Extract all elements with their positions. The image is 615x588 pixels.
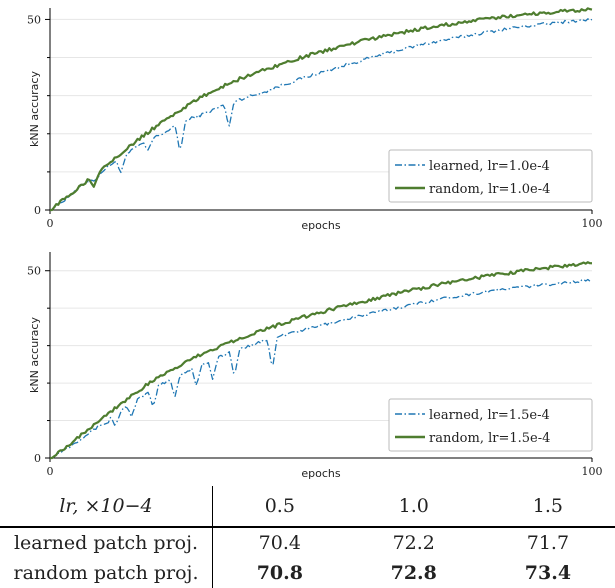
legend-label-random: random, lr=1.5e-4 <box>429 431 550 446</box>
table-col-header: 0.5 <box>212 486 347 528</box>
results-table: lr, ×10−4 0.5 1.0 1.5 learned patch proj… <box>0 486 615 588</box>
table-row-learned: learned patch proj. 70.4 72.2 71.7 <box>0 527 615 558</box>
grid-lines <box>50 270 592 422</box>
table-header-lr: lr, ×10−4 <box>0 486 213 528</box>
y-tick-label: 0 <box>34 204 41 217</box>
table-cell-best: 70.8 <box>256 562 303 584</box>
legend-label-learned: learned, lr=1.0e-4 <box>429 159 550 174</box>
legend: learned, lr=1.5e-4 random, lr=1.5e-4 <box>388 398 593 452</box>
table-header-row: lr, ×10−4 0.5 1.0 1.5 <box>0 486 615 528</box>
series-line-random <box>50 261 593 460</box>
axis-ticks: 0 50 0 100 <box>27 265 603 478</box>
series-group <box>50 7 593 212</box>
table-row-random: random patch proj. 70.8 72.8 73.4 <box>0 558 615 588</box>
y-tick-label: 50 <box>27 265 41 278</box>
x-tick-label: 0 <box>47 465 54 478</box>
table-cell: 71.7 <box>526 532 570 554</box>
table-cell: 70.4 <box>258 532 301 554</box>
legend-box <box>388 398 593 452</box>
table-row-label: random patch proj. <box>0 558 213 588</box>
chart-panel-lr-1.5e-4: 0 50 0 100 epochs kNN accuracy learned, lr=… <box>27 252 603 480</box>
table-cell-best: 72.8 <box>390 562 437 584</box>
axis-ticks: 0 50 0 100 <box>27 13 603 230</box>
table-cell-best: 73.4 <box>524 562 572 584</box>
x-axis-label: epochs <box>301 219 340 232</box>
chart-panel-lr-1.0e-4: 0 50 0 100 epochs kNN accuracy learned, lr=… <box>27 7 603 232</box>
legend: learned, lr=1.0e-4 random, lr=1.0e-4 <box>388 149 593 203</box>
table-col-header: 1.5 <box>480 486 615 528</box>
legend-box <box>388 149 593 203</box>
x-tick-label: 100 <box>582 217 603 230</box>
table-row-label: learned patch proj. <box>0 527 213 558</box>
x-tick-label: 100 <box>582 465 603 478</box>
series-group <box>50 261 593 460</box>
y-axis-label: kNN accuracy <box>28 317 41 393</box>
knn-accuracy-figure: 0 50 0 100 epochs kNN accuracy learned, lr=… <box>27 7 603 480</box>
x-axis-label: epochs <box>301 467 340 480</box>
table-col-header: 1.0 <box>346 486 481 528</box>
legend-label-random: random, lr=1.0e-4 <box>429 182 550 197</box>
series-line-learned <box>50 18 593 211</box>
series-line-random <box>50 7 593 212</box>
y-tick-label: 50 <box>27 13 41 26</box>
y-tick-label: 0 <box>34 452 41 465</box>
series-line-learned <box>50 278 593 459</box>
table-cell: 72.2 <box>392 532 435 554</box>
legend-label-learned: learned, lr=1.5e-4 <box>429 408 550 423</box>
y-axis-label: kNN accuracy <box>28 71 41 147</box>
x-tick-label: 0 <box>47 217 54 230</box>
